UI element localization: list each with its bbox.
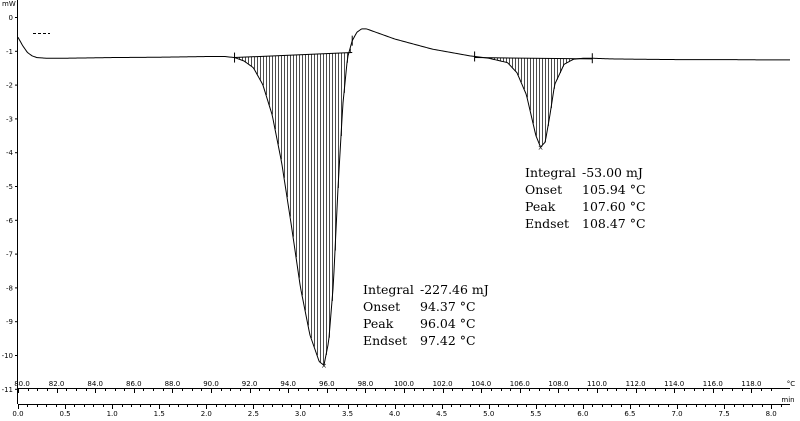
integration-baseline [234,51,353,59]
time-unit-label: min [781,396,794,404]
temperature-tick-label: 102.0 [433,380,453,388]
peak-value: 96.04 °C [420,316,476,331]
time-tick-label: 2.5 [248,410,259,418]
y-tick-label: -11 [2,386,13,394]
temperature-tick-label: 110.0 [587,380,607,388]
y-tick-label: -5 [6,183,13,191]
temperature-tick-label: 98.0 [358,380,374,388]
temperature-tick-label: 114.0 [664,380,684,388]
temperature-tick-label: 94.0 [280,380,296,388]
marker-layer: ×× [33,33,593,370]
peak-marker: × [538,144,544,152]
endset-value: 97.42 °C [420,333,476,348]
time-tick-label: 4.5 [436,410,447,418]
y-tick-label: -8 [6,284,13,292]
peak-annotation-1: Integral -227.46 mJ Onset 94.37 °C Peak 96.… [363,281,489,349]
peak-label: Peak [363,316,394,331]
time-tick-label: 2.0 [201,410,212,418]
temperature-tick-label: 96.0 [319,380,335,388]
time-tick-label: 5.0 [483,410,494,418]
temperature-tick-label: 108.0 [548,380,568,388]
y-tick-label: -7 [6,251,13,259]
time-tick-label: 7.5 [719,410,730,418]
temperature-tick-label: 86.0 [126,380,142,388]
temperature-tick-label: 92.0 [242,380,258,388]
integral-value: -53.00 mJ [582,165,643,180]
onset-label: Onset [363,299,401,314]
time-tick-label: 6.0 [577,410,588,418]
y-tick-label: -3 [6,115,13,123]
peak-label: Peak [525,199,556,214]
peak-annotation-2: Integral -53.00 mJ Onset 105.94 °C Peak 107… [525,164,646,232]
time-tick-label: 5.5 [530,410,541,418]
temperature-tick-label: 82.0 [49,380,65,388]
y-tick-label: -2 [6,82,13,90]
time-tick-label: 8.0 [766,410,777,418]
endset-label: Endset [525,216,570,231]
temperature-tick-label: 118.0 [741,380,761,388]
time-tick-label: 4.0 [389,410,400,418]
temperature-tick-label: 88.0 [165,380,181,388]
onset-value: 94.37 °C [420,299,476,314]
integral-label: Integral [363,282,414,297]
temperature-tick-label: 84.0 [87,380,103,388]
temperature-tick-label: 116.0 [703,380,723,388]
integral-value: -227.46 mJ [420,282,489,297]
endset-value: 108.47 °C [582,216,646,231]
onset-label: Onset [525,182,563,197]
time-tick-label: 1.5 [154,410,165,418]
onset-value: 105.94 °C [582,182,646,197]
time-tick-label: 6.5 [624,410,635,418]
integral-label: Integral [525,165,576,180]
temperature-tick-label: 104.0 [471,380,491,388]
temperature-tick-label: 80.0 [14,380,30,388]
endset-label: Endset [363,333,408,348]
y-tick-label: -1 [6,48,13,56]
temperature-unit-label: °C [787,380,796,388]
temperature-tick-label: 112.0 [626,380,646,388]
y-tick-label: -6 [6,217,14,225]
temperature-tick-label: 90.0 [203,380,219,388]
y-tick-label: -9 [6,318,13,326]
time-tick-label: 0.0 [12,410,23,418]
time-tick-label: 3.5 [342,410,353,418]
y-tick-label: -10 [2,352,13,360]
y-unit-label: mW [2,0,16,8]
axes-layer [15,0,790,409]
time-tick-label: 7.0 [671,410,682,418]
y-tick-label: -4 [6,149,14,157]
time-tick-label: 0.5 [60,410,71,418]
peak-value: 107.60 °C [582,199,646,214]
time-tick-label: 3.0 [295,410,306,418]
temperature-tick-label: 100.0 [394,380,414,388]
temperature-tick-label: 106.0 [510,380,530,388]
dsc-curve [17,28,790,366]
curve-layer [17,28,790,366]
peak-marker: × [321,362,327,370]
time-tick-label: 1.0 [107,410,118,418]
y-tick-label: 0 [9,14,13,22]
